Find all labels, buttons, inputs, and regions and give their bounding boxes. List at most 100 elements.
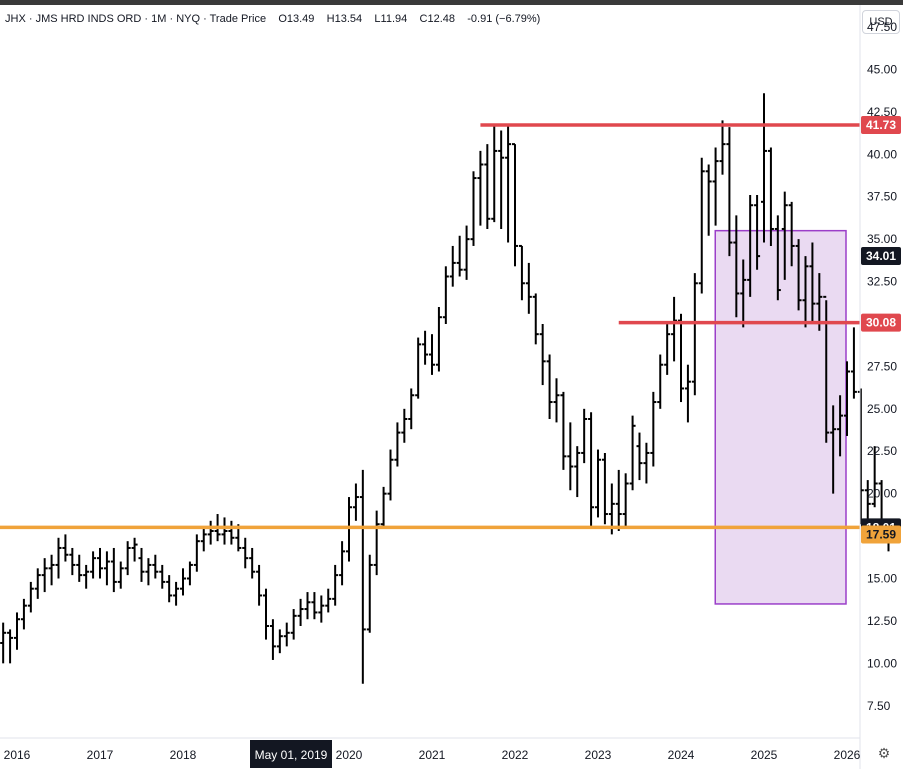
price-tick-label: 20.00 [867,487,897,501]
ohlc-bar [7,629,14,664]
ohlc-bar [311,592,318,620]
price-tick-label: 15.00 [867,572,897,586]
legend-symbol[interactable]: JHX [5,13,26,25]
ohlc-bar [601,452,608,525]
currency-button[interactable]: USD [862,10,900,34]
price-tag-bg [861,246,901,265]
ohlc-bar [477,150,484,226]
ohlc-bar [678,313,684,403]
ohlc-bar [186,561,193,586]
time-tooltip-bg [250,740,332,768]
ohlc-bar [788,201,795,267]
time-tooltip: May 01, 2019 [255,748,328,762]
ohlc-bar [615,469,622,531]
time-axis[interactable]: 2016 2017 2018 2020 2021 2022 2023 2024 2025 2026 [4,748,861,762]
price-tick-label: 7.50 [867,699,891,713]
price-tick-label: 10.00 [867,656,897,670]
price-tick-label: 42.50 [867,105,897,119]
legend-change: -0.91 [467,13,493,25]
ohlc-bar [449,245,456,287]
ohlc-bar [62,534,69,562]
ohlc-bar [567,422,574,491]
ohlc-bar [781,191,788,280]
ohlc-bar [595,449,601,518]
time-tick-label: 2016 [4,748,31,762]
ohlc-bar [871,446,878,508]
time-tick-label: 2022 [502,748,529,762]
time-tooltip-layer: May 01, 2019 [250,740,332,768]
ohlc-bar [249,547,256,579]
ohlc-bar [27,581,34,613]
ohlc-bar [636,432,643,481]
time-tick-label: 2026 [834,748,861,762]
price-tag-bg [861,313,901,332]
price-tag-bg [861,525,901,544]
legend-low: 11.94 [380,13,408,25]
ohlc-bar [795,239,802,311]
ohlc-bar [498,130,505,229]
ohlc-bar [138,547,145,582]
ohlc-bar [387,449,394,501]
price-tag: 30.08 [861,313,901,332]
ohlc-bar [560,391,567,470]
ohlc-bar [366,554,373,633]
ohlc-bar [339,541,346,586]
ohlc-bar [20,598,27,630]
ohlc-bar [491,123,498,223]
price-tag: 41.73 [861,115,901,134]
ohlc-bar [442,266,449,324]
ohlc-bar [705,164,712,236]
legend-price-type: Trade Price [209,13,267,25]
ohlc-bar [0,622,7,664]
time-tick-label: 2025 [751,748,778,762]
time-tick-label: 2018 [170,748,197,762]
price-tick-label: 32.50 [867,275,897,289]
time-tick-label: 2021 [419,748,446,762]
legend-name: JMS HRD INDS ORD [35,13,142,25]
legend-sep-3: · [169,13,174,25]
price-tag: 34.01 [861,246,901,265]
ohlc-bar [809,242,816,324]
ohlc-bar [152,554,159,579]
ohlc-bar [394,422,401,467]
ohlc-bar [269,619,276,660]
ohlc-bar [352,483,359,521]
ohlc-bar [622,473,629,528]
ohlc-bar [117,561,124,589]
price-tick-label: 12.50 [867,614,897,628]
legend-high: 13.54 [334,13,363,25]
legend-exchange: NYQ [176,13,201,25]
ohlc-bar [761,93,767,243]
ohlc-bar [228,520,235,545]
ohlc-bar [242,537,249,569]
ohlc-bars-layer [0,93,892,684]
ohlc-bar [110,547,117,593]
ohlc-bar [650,391,657,467]
top-bar [0,0,903,5]
ohlc-bar [774,215,781,301]
ohlc-bar [297,598,304,627]
ohlc-bar [456,235,463,277]
ohlc-bar [802,256,809,328]
legend-low-label: L [374,13,381,25]
ohlc-bar [684,364,691,423]
legend-sep-2: · [144,13,149,25]
ohlc-bar [712,147,719,226]
ohlc-bar [719,120,726,175]
ohlc-bar [145,558,152,586]
ohlc-bar [90,551,97,579]
ohlc-bar [83,564,90,589]
time-tick-label: 2017 [87,748,114,762]
legend-interval[interactable]: 1M [151,13,167,25]
gear-icon[interactable]: ⚙ [877,745,891,761]
legend-close: 12.48 [427,13,455,25]
legend-change-pct: (−6.79%) [495,13,541,25]
ohlc-bar [359,469,366,684]
ohlc-bar [657,354,664,409]
ohlc-bar [415,337,422,399]
ohlc-bar [629,415,636,491]
ohlc-bar [463,225,470,280]
price-tag-label: 17.59 [866,528,896,542]
ohlc-bar [857,388,864,525]
